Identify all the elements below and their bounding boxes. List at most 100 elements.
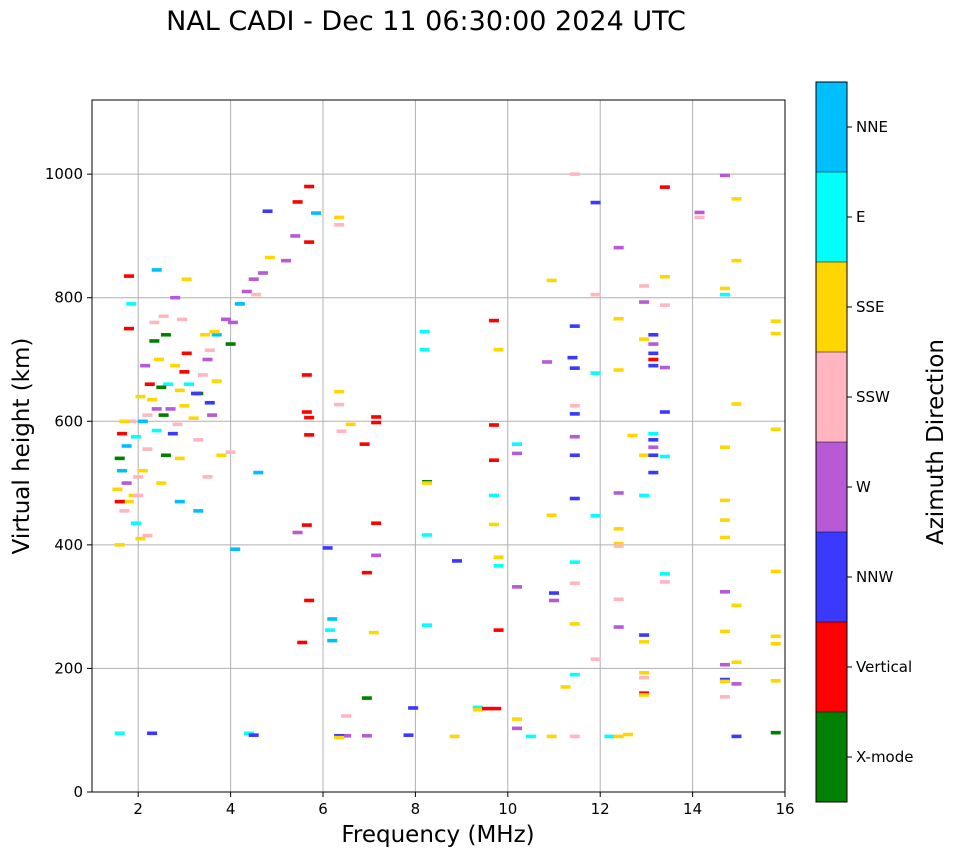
echo-point-sse xyxy=(174,456,185,461)
colorbar-tick-label: SSW xyxy=(856,388,890,406)
echo-point-x-mode xyxy=(225,342,236,346)
echo-point-e xyxy=(184,382,195,387)
echo-point-vertical xyxy=(493,628,504,632)
echo-point-w xyxy=(613,245,624,250)
echo-point-nnw xyxy=(167,431,178,436)
echo-point-ssw xyxy=(590,292,601,297)
echo-point-vertical xyxy=(301,523,312,527)
echo-point-sse xyxy=(135,394,146,399)
echo-point-sse xyxy=(123,499,134,504)
echo-point-e xyxy=(421,533,432,537)
echo-point-nne xyxy=(311,211,322,215)
x-axis-label: Frequency (MHz) xyxy=(341,822,534,848)
echo-point-ssw xyxy=(119,509,130,513)
echo-point-vertical xyxy=(304,433,315,437)
y-axis-label: Virtual height (km) xyxy=(9,338,35,555)
echo-point-w xyxy=(341,733,352,738)
echo-point-sse xyxy=(334,735,345,740)
colorbar-segment xyxy=(816,712,847,802)
echo-point-sse xyxy=(719,498,730,503)
echo-point-sse xyxy=(153,357,164,362)
echo-point-sse xyxy=(719,518,730,522)
echo-point-e xyxy=(419,329,430,334)
echo-point-w xyxy=(659,365,670,370)
echo-point-sse xyxy=(119,419,130,424)
echo-point-vertical xyxy=(179,370,190,374)
echo-point-sse xyxy=(188,416,199,420)
echo-point-e xyxy=(151,428,162,433)
echo-point-vertical xyxy=(304,415,315,420)
echo-point-x-mode xyxy=(156,385,167,390)
echo-point-sse xyxy=(546,734,557,739)
echo-point-nnw xyxy=(262,209,273,214)
echo-point-sse xyxy=(156,481,167,485)
echo-point-sse xyxy=(488,522,499,527)
echo-point-e xyxy=(114,731,125,736)
echo-point-sse xyxy=(112,487,123,492)
echo-point-sse xyxy=(135,536,146,541)
echo-point-sse xyxy=(659,274,670,279)
echo-point-ssw xyxy=(659,303,670,307)
echo-point-w xyxy=(639,300,650,304)
echo-point-sse xyxy=(770,641,781,646)
echo-point-sse xyxy=(613,541,624,546)
echo-point-nnw xyxy=(567,355,578,360)
echo-point-nnw xyxy=(648,351,659,356)
echo-point-sse xyxy=(731,603,742,608)
echo-point-sse xyxy=(211,379,222,383)
echo-point-w xyxy=(121,481,132,485)
echo-point-vertical xyxy=(361,570,372,575)
echo-point-vertical xyxy=(117,431,128,436)
echo-point-nnw xyxy=(322,546,333,550)
echo-point-x-mode xyxy=(114,456,125,461)
echo-point-e xyxy=(512,442,523,446)
echo-point-sse xyxy=(622,732,633,737)
echo-point-vertical xyxy=(639,691,650,695)
echo-point-sse xyxy=(613,316,624,321)
echo-point-ssw xyxy=(149,320,160,325)
echo-point-vertical xyxy=(488,458,499,463)
echo-point-sse xyxy=(200,332,211,337)
echo-point-w xyxy=(569,434,580,439)
echo-point-nne xyxy=(193,509,204,513)
echo-point-sse xyxy=(345,422,356,427)
echo-point-w xyxy=(292,530,303,535)
chart-title: NAL CADI - Dec 11 06:30:00 2024 UTC xyxy=(166,6,686,37)
echo-point-x-mode xyxy=(158,413,169,417)
echo-point-nne xyxy=(117,468,128,473)
echo-point-sse xyxy=(770,678,781,683)
y-tick-label: 200 xyxy=(54,659,83,677)
echo-point-w xyxy=(140,363,151,368)
echo-point-w xyxy=(207,413,218,417)
echo-point-nne xyxy=(137,419,148,424)
echo-point-w xyxy=(257,271,268,275)
echo-point-nnw xyxy=(639,633,650,637)
echo-point-ssw xyxy=(177,317,188,322)
echo-point-sse xyxy=(613,734,624,739)
echo-point-sse xyxy=(719,286,730,291)
echo-point-sse xyxy=(639,337,650,341)
echo-point-ssw xyxy=(569,581,580,585)
echo-point-vertical xyxy=(144,382,155,387)
echo-point-w xyxy=(227,320,238,325)
echo-point-vertical xyxy=(648,357,659,362)
echo-point-ssw xyxy=(341,714,352,718)
colorbar: X-mode Vertical NNW W SSW SSE E NNE xyxy=(815,81,913,803)
echo-point-ssw xyxy=(158,314,169,319)
colorbar-tick-label: W xyxy=(856,478,871,496)
echo-point-ssw xyxy=(172,422,183,427)
echo-point-ssw xyxy=(694,215,705,220)
echo-point-ssw xyxy=(133,475,144,479)
echo-point-e xyxy=(639,493,650,498)
echo-point-e xyxy=(126,302,137,306)
echo-point-e xyxy=(419,347,430,352)
echo-point-sse xyxy=(421,481,432,485)
x-tick-label: 8 xyxy=(411,800,421,818)
plot-frame xyxy=(91,99,786,793)
echo-point-nnw xyxy=(648,363,659,368)
echo-point-nnw xyxy=(204,400,215,405)
echo-point-nnw xyxy=(648,332,659,337)
echo-point-w xyxy=(542,360,553,364)
echo-point-sse xyxy=(334,215,345,220)
